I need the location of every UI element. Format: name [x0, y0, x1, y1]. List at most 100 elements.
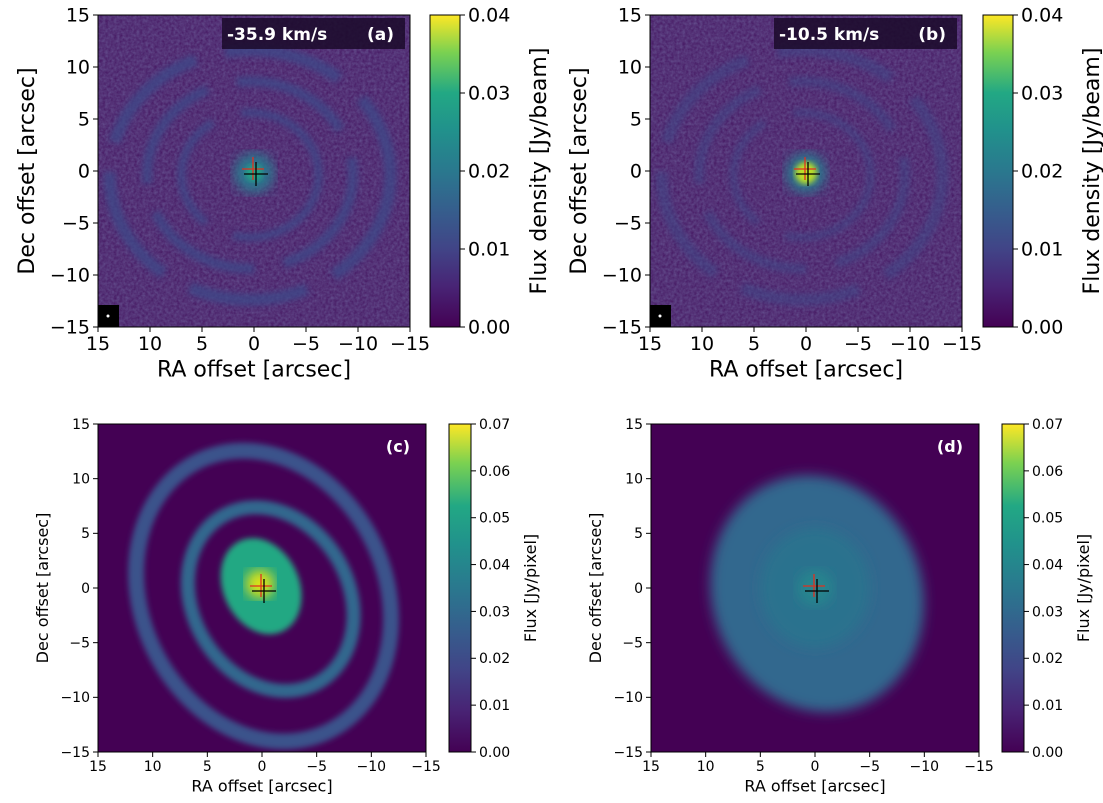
red-cross — [250, 574, 272, 597]
colorbar-label: Flux [Jy/pixel] — [1074, 534, 1093, 642]
colorbar-label: Flux density [Jy/beam] — [527, 48, 552, 295]
colorbar — [429, 14, 461, 328]
y-tick-label: −15 — [602, 317, 642, 339]
x-tick-label: 0 — [258, 759, 267, 775]
colorbar-tick-label: 0.00 — [1032, 745, 1063, 761]
x-tick-label: 15 — [638, 333, 662, 355]
y-tick-label: 5 — [634, 526, 643, 542]
image — [651, 424, 979, 752]
y-tick-label: 0 — [634, 581, 643, 597]
x-axis-label: RA offset [arcsec] — [744, 777, 885, 796]
y-tick-label: −5 — [622, 636, 643, 652]
x-tick-label: 5 — [756, 759, 765, 775]
y-tick-label: 15 — [72, 417, 90, 433]
colorbar-tick-label: 0.00 — [468, 317, 510, 339]
colorbar — [448, 423, 472, 753]
y-tick-label: 15 — [625, 417, 643, 433]
x-tick-label: −15 — [942, 333, 982, 355]
image-ring — [655, 44, 949, 306]
x-tick-label: −15 — [390, 333, 430, 355]
x-tick-label: −5 — [844, 333, 872, 355]
y-tick-label: −5 — [62, 213, 90, 235]
y-tick-label: −15 — [60, 745, 90, 761]
x-tick-label: −10 — [890, 333, 930, 355]
y-tick-label: 5 — [81, 526, 90, 542]
colorbar-tick-label: 0.00 — [1021, 317, 1063, 339]
colorbar-tick-label: 0.06 — [479, 464, 510, 480]
x-tick-label: −15 — [964, 759, 994, 775]
beam — [106, 314, 110, 318]
x-tick-label: 5 — [203, 759, 212, 775]
beam — [658, 314, 662, 318]
panel: 15 10 5 0 −5 −10 −15 −15 −10 −5 0 5 10 15 RA offset [a… — [15, 5, 552, 383]
image-ring — [694, 76, 910, 274]
y-tick-label: 10 — [72, 472, 90, 488]
y-tick-label: −15 — [613, 745, 643, 761]
image-ring — [128, 442, 400, 750]
image-peak — [797, 570, 833, 606]
black-cross — [252, 579, 276, 603]
x-tick-label: 0 — [800, 333, 812, 355]
colorbar-tick-label: 0.01 — [1032, 698, 1063, 714]
annotation-box — [222, 18, 405, 49]
x-tick-label: −10 — [338, 333, 378, 355]
x-axis-label: RA offset [arcsec] — [157, 358, 351, 383]
x-tick-label: 0 — [811, 759, 820, 775]
annotation-panel: (c) — [386, 437, 410, 456]
x-tick-label: 15 — [89, 759, 107, 775]
y-tick-label: 10 — [618, 57, 642, 79]
colorbar-tick-label: 0.04 — [1032, 557, 1063, 573]
x-tick-label: 10 — [144, 759, 162, 775]
colorbar-tick-label: 0.06 — [1032, 464, 1063, 480]
colorbar-tick-label: 0.01 — [1021, 239, 1063, 261]
y-tick-label: 5 — [78, 109, 90, 131]
panel: 15 10 5 0 −5 −10 −15 −15 −10 −5 0 5 10 15 RA offset [a… — [567, 5, 1103, 383]
y-tick-label: −10 — [60, 690, 90, 706]
y-tick-label: −10 — [602, 265, 642, 287]
x-tick-label: 10 — [697, 759, 715, 775]
red-cross — [803, 574, 825, 597]
y-tick-label: 0 — [81, 581, 90, 597]
annotation-panel: (d) — [937, 437, 963, 456]
x-tick-label: 15 — [642, 759, 660, 775]
colorbar-label: Flux density [Jy/beam] — [1080, 48, 1103, 295]
y-axis-label: Dec offset [arcsec] — [33, 513, 52, 664]
annotation-panel: (b) — [918, 25, 946, 45]
colorbar-tick-label: 0.01 — [479, 698, 510, 714]
colorbar-tick-label: 0.05 — [1032, 511, 1063, 527]
annotation-box — [774, 18, 957, 49]
colorbar — [982, 14, 1014, 328]
image-ring — [103, 44, 397, 306]
colorbar-tick-label: 0.03 — [1021, 83, 1063, 105]
colorbar-tick-label: 0.03 — [479, 604, 510, 620]
x-tick-label: −5 — [292, 333, 320, 355]
x-tick-label: 10 — [138, 333, 162, 355]
image-peak — [246, 165, 262, 181]
colorbar — [1001, 423, 1025, 753]
x-tick-label: 5 — [748, 333, 760, 355]
black-cross — [796, 162, 820, 186]
red-cross — [242, 157, 264, 180]
black-cross — [805, 579, 829, 603]
y-tick-label: 10 — [66, 57, 90, 79]
colorbar-label: Flux [Jy/pixel] — [521, 534, 540, 642]
colorbar-tick-label: 0.07 — [1032, 417, 1063, 433]
y-tick-label: −10 — [613, 690, 643, 706]
x-tick-label: 0 — [248, 333, 260, 355]
y-axis-label: Dec offset [arcsec] — [586, 513, 605, 664]
colorbar-tick-label: 0.02 — [1032, 651, 1063, 667]
colorbar-tick-label: 0.05 — [479, 511, 510, 527]
y-tick-label: −10 — [50, 265, 90, 287]
x-tick-label: −15 — [411, 759, 441, 775]
y-tick-label: 5 — [630, 109, 642, 131]
x-tick-label: −5 — [306, 759, 327, 775]
colorbar-tick-label: 0.04 — [1021, 5, 1063, 27]
image-ring — [177, 108, 323, 242]
x-axis-label: RA offset [arcsec] — [709, 358, 903, 383]
y-tick-label: −5 — [614, 213, 642, 235]
colorbar-tick-label: 0.04 — [468, 5, 510, 27]
image-ring — [142, 76, 358, 274]
annotation-velocity: -35.9 km/s — [227, 25, 327, 45]
image-peak — [795, 162, 817, 184]
